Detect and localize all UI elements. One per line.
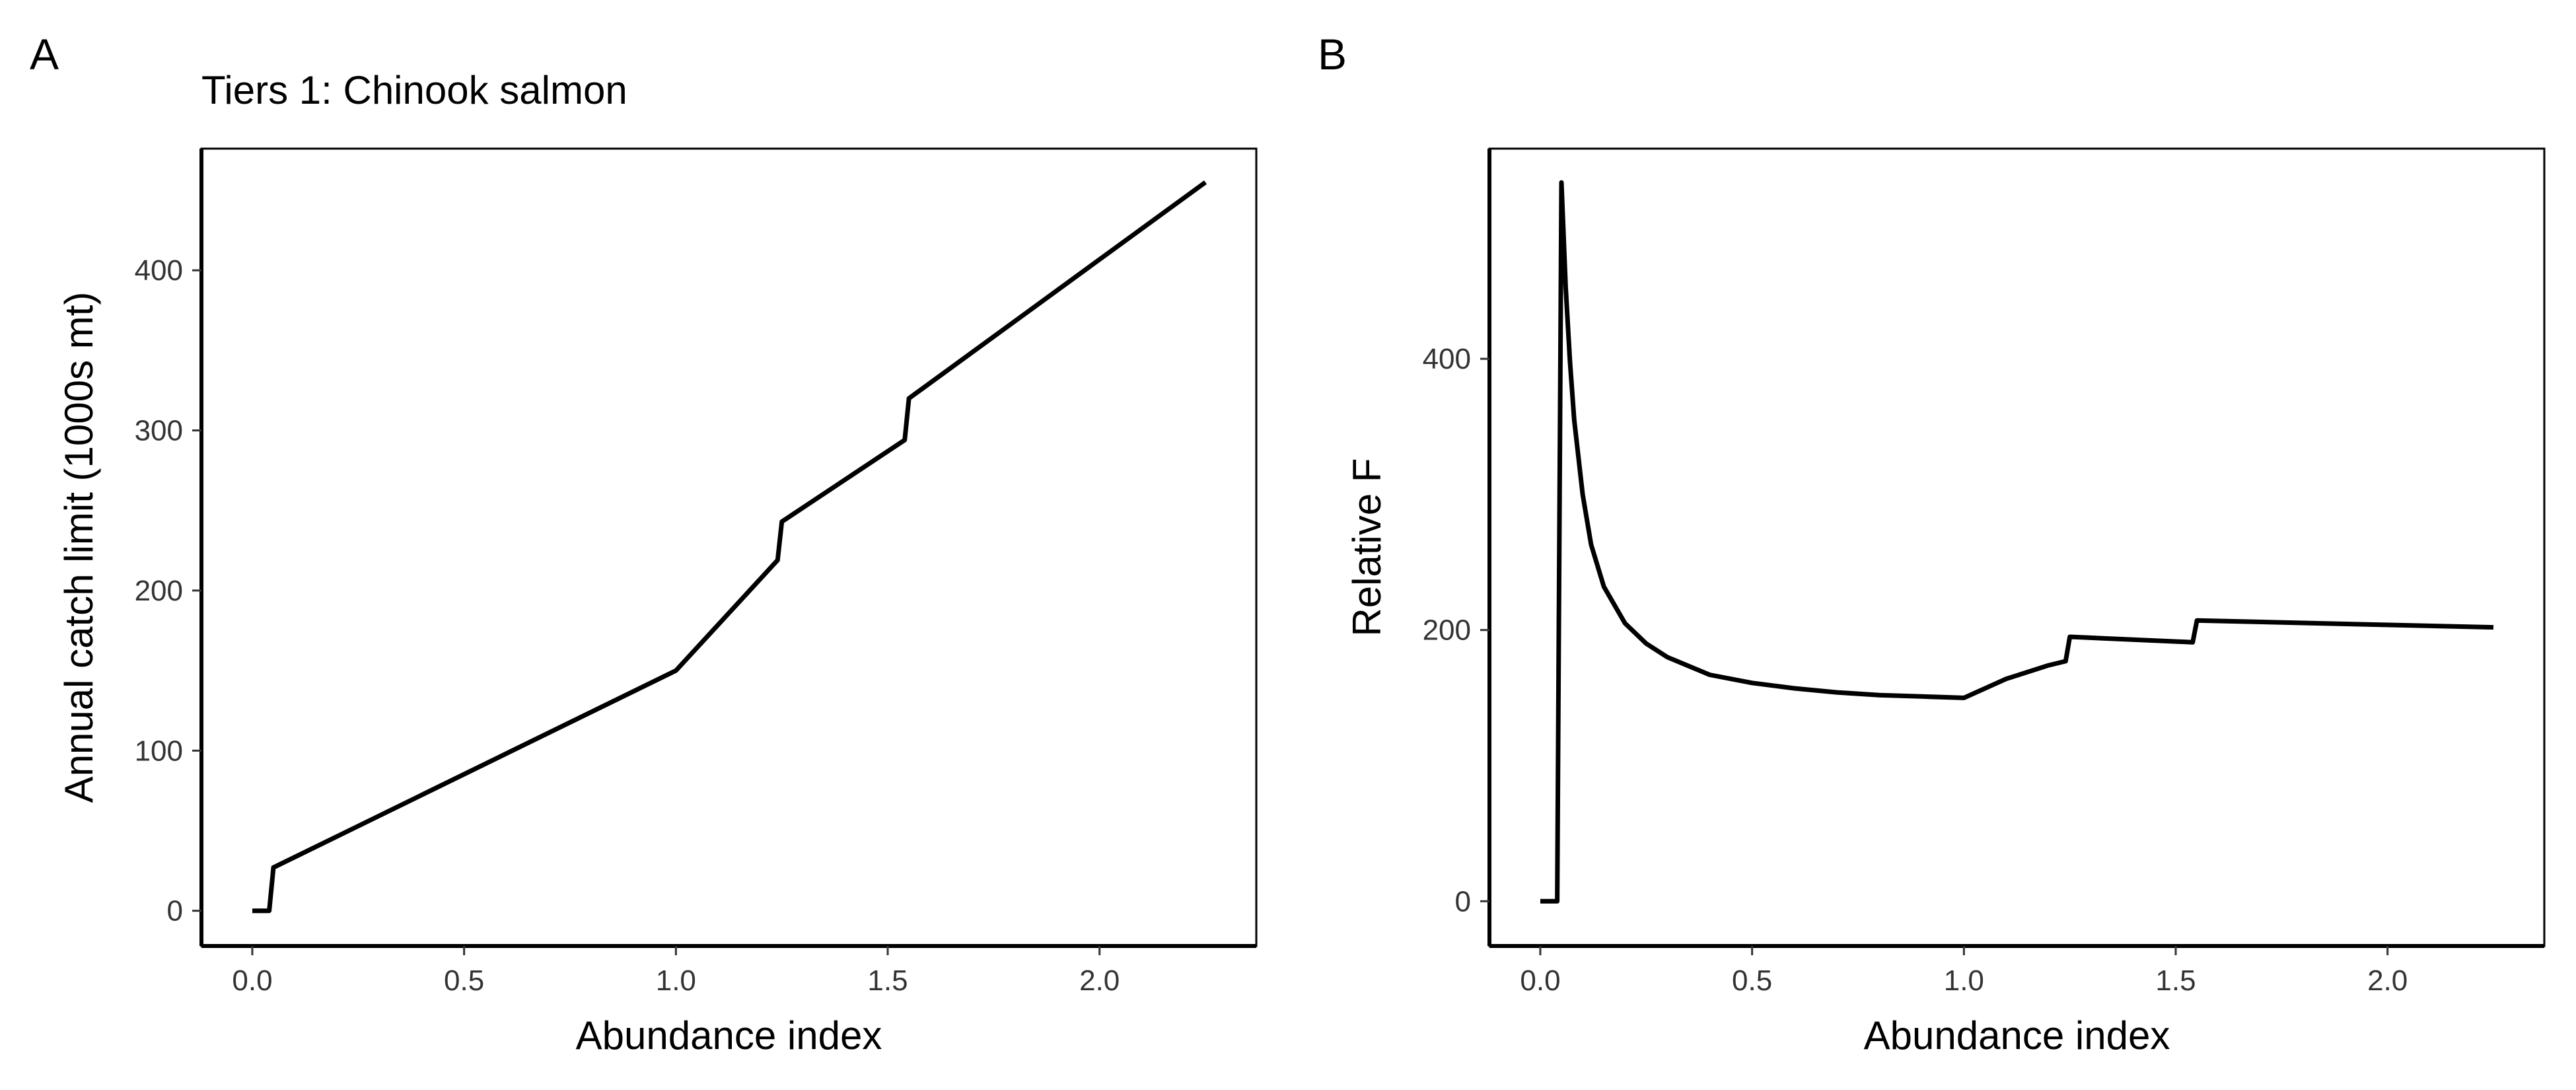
plot-panel-border: [1488, 147, 2546, 947]
x-axis-ticks: 0.0 0.5 1.0 1.5 2.0: [1520, 946, 2408, 997]
y-axis-ticks: 0 100 200 300 400: [135, 254, 201, 927]
relative-f-series-line: [1540, 180, 2494, 904]
x-tick-label: 0.0: [1520, 964, 1560, 997]
x-axis-title: Abundance index: [1864, 1013, 2170, 1058]
y-tick-label: 0: [167, 895, 183, 927]
y-axis-title: Annual catch limit (1000s mt): [57, 292, 101, 803]
y-tick-label: 200: [135, 575, 183, 607]
chart-title: Tiers 1: Chinook salmon: [201, 68, 627, 112]
x-tick-label: 1.0: [1944, 964, 1984, 997]
y-tick-label: 300: [135, 415, 183, 447]
x-axis-title: Abundance index: [576, 1013, 882, 1058]
x-tick-label: 0.5: [444, 964, 484, 997]
panel-b: B 0.0 0.5 1.0 1.5 2.0 0 200 400 Abundance inde…: [1318, 30, 2546, 1058]
x-tick-label: 1.0: [656, 964, 696, 997]
x-tick-label: 1.5: [2155, 964, 2196, 997]
x-axis-ticks: 0.0 0.5 1.0 1.5 2.0: [232, 946, 1120, 997]
y-axis-title: Relative F: [1345, 458, 1389, 636]
catch-limit-series-line: [252, 180, 1207, 914]
y-tick-label: 400: [135, 254, 183, 287]
y-tick-label: 0: [1455, 885, 1471, 918]
x-tick-label: 0.0: [232, 964, 272, 997]
panel-label-a: A: [30, 30, 59, 79]
x-tick-label: 0.5: [1732, 964, 1772, 997]
panel-label-b: B: [1318, 30, 1347, 79]
y-tick-label: 100: [135, 735, 183, 767]
panel-a: A Tiers 1: Chinook salmon 0.0 0.5 1.0 1.5 2.…: [30, 30, 1258, 1058]
x-tick-label: 1.5: [867, 964, 908, 997]
x-tick-label: 2.0: [1079, 964, 1120, 997]
y-tick-label: 400: [1423, 343, 1471, 375]
y-tick-label: 200: [1423, 614, 1471, 647]
x-tick-label: 2.0: [2367, 964, 2408, 997]
y-axis-ticks: 0 200 400: [1423, 343, 1489, 918]
